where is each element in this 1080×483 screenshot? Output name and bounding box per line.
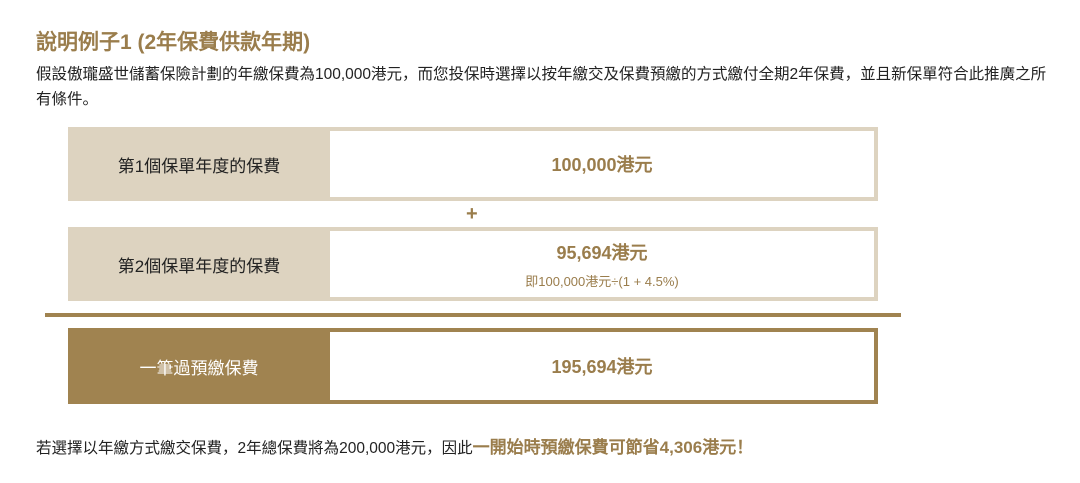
footer-highlight: 一開始時預繳保費可節省4,306港元！ [472,438,754,457]
row-label: 第2個保單年度的保費 [68,227,330,301]
row-label: 一筆過預繳保費 [68,328,330,404]
row-value: 195,694港元 [551,357,653,377]
prepayment-total-row: 一筆過預繳保費 195,694港元 [68,328,878,404]
row-value: 100,000港元 [551,155,653,175]
row-note: 即100,000港元÷(1 + 4.5%) [525,273,679,289]
row-value-cell: 95,694港元即100,000港元÷(1 + 4.5%) [330,227,878,301]
page-title: 說明例子1 (2年保費供款年期) [36,31,311,54]
divider [45,313,901,317]
plus-icon: + [466,203,478,225]
footer-text: 若選擇以年繳方式繳交保費，2年總保費將為200,000港元，因此一開始時預繳保費… [36,433,753,458]
intro-text: 假設傲瓏盛世儲蓄保險計劃的年繳保費為100,000港元，而您投保時選擇以按年繳交… [36,66,1047,108]
premium-row-year2: 第2個保單年度的保費 95,694港元即100,000港元÷(1 + 4.5%) [68,227,878,301]
row-value-cell: 195,694港元 [330,328,878,404]
premium-row-year1: 第1個保單年度的保費 100,000港元 [68,127,878,201]
row-value: 95,694港元 [556,242,648,263]
row-label: 第1個保單年度的保費 [68,127,330,201]
row-value-cell: 100,000港元 [330,127,878,201]
footer-main: 若選擇以年繳方式繳交保費，2年總保費將為200,000港元，因此 [36,440,473,457]
